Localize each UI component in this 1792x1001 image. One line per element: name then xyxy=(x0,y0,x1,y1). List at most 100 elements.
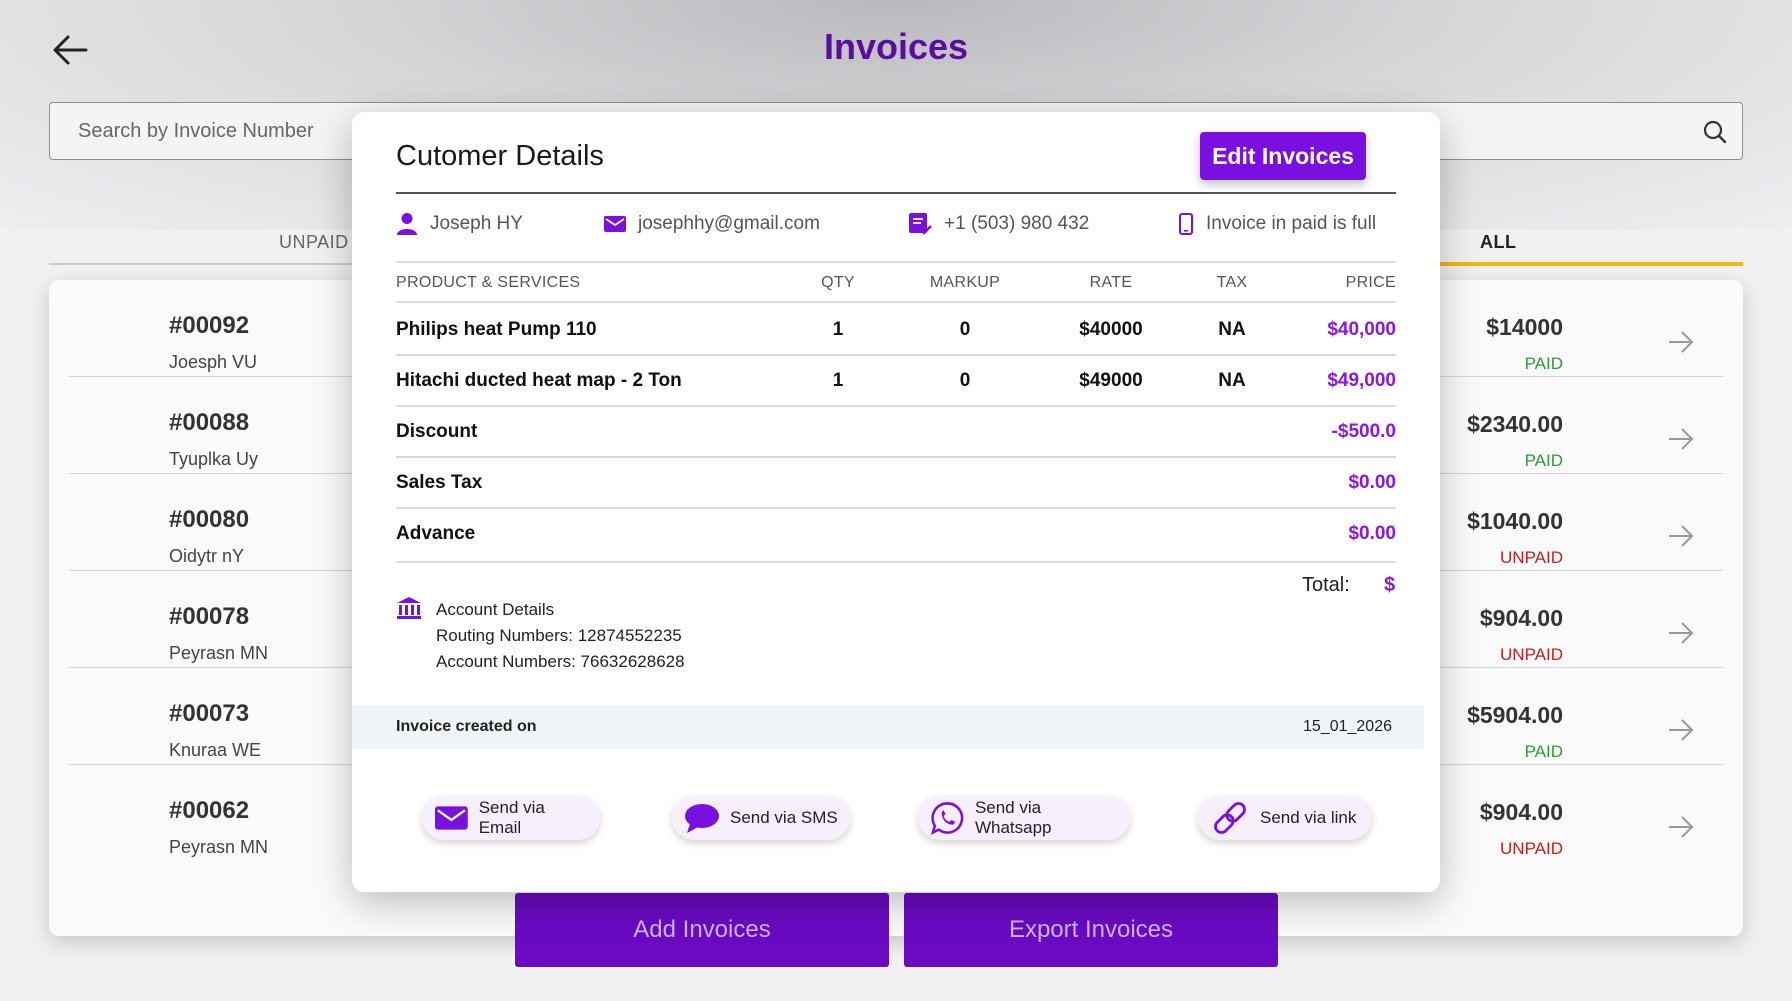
customer-email: josephhy@gmail.com xyxy=(604,209,820,239)
search-icon[interactable] xyxy=(1702,119,1728,145)
product-price: $40,000 xyxy=(1327,319,1396,340)
divider xyxy=(396,354,1396,356)
invoice-note: Invoice in paid is full xyxy=(1178,209,1376,239)
invoice-number: #00092 xyxy=(169,312,250,339)
invoice-amount: $14000 xyxy=(1486,314,1563,340)
summary-label-discount: Discount xyxy=(396,421,478,442)
header-tax: TAX xyxy=(1216,274,1248,291)
invoice-amount: $5904.00 xyxy=(1467,702,1563,728)
status-badge: PAID xyxy=(1524,451,1563,470)
created-date: 15_01_2026 xyxy=(1303,718,1392,735)
divider xyxy=(396,261,1396,263)
send-sms-label: Send via SMS xyxy=(730,808,838,827)
invoice-customer: Knuraa WE xyxy=(169,740,262,760)
header-product: PRODUCT & SERVICES xyxy=(396,274,581,291)
bank-icon xyxy=(397,597,421,619)
invoice-customer: Joesph VU xyxy=(169,352,258,372)
invoice-number: #00078 xyxy=(169,603,250,630)
divider xyxy=(396,301,1396,303)
invoice-number: #00073 xyxy=(169,700,250,727)
link-icon xyxy=(1214,802,1246,834)
status-badge: PAID xyxy=(1524,354,1563,373)
header-qty: QTY xyxy=(821,274,855,291)
created-band xyxy=(352,705,1424,749)
chat-bubble-icon xyxy=(685,804,719,833)
modal-title: Cutomer Details xyxy=(396,140,604,172)
send-link-label: Send via link xyxy=(1260,808,1357,827)
send-email-button[interactable]: Send via Email xyxy=(422,796,600,840)
header-markup: MARKUP xyxy=(929,274,1001,291)
invoice-number: #00062 xyxy=(169,797,250,824)
product-rate: $49000 xyxy=(1079,370,1143,391)
header-rate: RATE xyxy=(1089,274,1133,291)
send-email-label: Send via Email xyxy=(478,798,545,837)
invoice-row[interactable]: #00062 Peyrasn MN $904.00 UNPAID xyxy=(69,765,1723,862)
invoice-customer: Tyuplka Uy xyxy=(169,449,259,469)
divider xyxy=(396,456,1396,458)
invoice-amount: $904.00 xyxy=(1479,605,1563,631)
mobile-phone-icon xyxy=(1179,213,1193,235)
product-name: Philips heat Pump 110 xyxy=(396,319,597,340)
tab-unpaid[interactable]: UNPAID xyxy=(279,232,349,252)
invoice-customer: Peyrasn MN xyxy=(169,837,269,857)
add-invoices-button[interactable]: Add Invoices xyxy=(515,893,889,967)
invoice-number: #00088 xyxy=(169,409,250,436)
status-badge: UNPAID xyxy=(1500,645,1563,664)
customer-phone-text: +1 (503) 980 432 xyxy=(944,213,1090,234)
product-markup: 0 xyxy=(959,319,971,340)
divider xyxy=(396,192,1396,194)
invoice-note-text: Invoice in paid is full xyxy=(1206,213,1377,234)
product-qty: 1 xyxy=(832,319,844,340)
envelope-icon xyxy=(604,216,626,232)
summary-value-advance: $0.00 xyxy=(1348,523,1396,544)
header-price: PRICE xyxy=(1345,274,1396,291)
arrow-right-icon[interactable] xyxy=(1667,330,1695,354)
tab-all[interactable]: ALL xyxy=(1480,232,1517,252)
page-title: Invoices xyxy=(823,26,969,67)
arrow-right-icon[interactable] xyxy=(1667,621,1695,645)
send-sms-button[interactable]: Send via SMS xyxy=(672,796,850,840)
product-rate: $40000 xyxy=(1079,319,1143,340)
invoice-customer: Oidytr nY xyxy=(169,546,245,566)
arrow-left-icon[interactable] xyxy=(50,32,90,68)
total-label: Total: xyxy=(1302,574,1350,596)
product-tax: NA xyxy=(1218,370,1246,391)
invoice-amount: $904.00 xyxy=(1479,799,1563,825)
product-price: $49,000 xyxy=(1327,370,1396,391)
whatsapp-icon xyxy=(930,802,964,835)
customer-details-modal: Cutomer Details Edit Invoices Joseph HY … xyxy=(352,112,1440,892)
arrow-right-icon[interactable] xyxy=(1667,815,1695,839)
customer-phone: +1 (503) 980 432 xyxy=(908,209,1089,239)
arrow-right-icon[interactable] xyxy=(1667,427,1695,451)
account-title: Account Details xyxy=(436,600,555,619)
product-markup: 0 xyxy=(959,370,971,391)
status-badge: UNPAID xyxy=(1500,548,1563,567)
envelope-icon xyxy=(434,806,468,830)
customer-email-text: josephhy@gmail.com xyxy=(638,213,820,234)
status-badge: PAID xyxy=(1524,742,1563,761)
created-label: Invoice created on xyxy=(396,718,537,735)
person-icon xyxy=(397,213,417,235)
edit-invoices-button[interactable]: Edit Invoices xyxy=(1200,132,1366,180)
send-link-button[interactable]: Send via link xyxy=(1198,796,1372,840)
arrow-right-icon[interactable] xyxy=(1667,524,1695,548)
send-whatsapp-button[interactable]: Send via Whatsapp xyxy=(918,796,1130,840)
status-badge: UNPAID xyxy=(1500,839,1563,858)
product-tax: NA xyxy=(1218,319,1246,340)
customer-name: Joseph HY xyxy=(396,209,523,239)
invoice-customer: Peyrasn MN xyxy=(169,643,269,663)
product-name: Hitachi ducted heat map - 2 Ton xyxy=(396,370,682,391)
summary-value-discount: -$500.0 xyxy=(1331,421,1396,442)
divider xyxy=(396,507,1396,509)
invoice-number: #00080 xyxy=(169,506,250,533)
invoice-amount: $1040.00 xyxy=(1467,508,1563,534)
account-number: Account Numbers: 76632628628 xyxy=(436,652,685,671)
arrow-right-icon[interactable] xyxy=(1667,718,1695,742)
invoice-amount: $2340.00 xyxy=(1467,411,1563,437)
summary-label-sales-tax: Sales Tax xyxy=(396,472,483,493)
send-whatsapp-label: Send via Whatsapp xyxy=(974,798,1052,837)
phone-receipt-icon xyxy=(909,213,932,235)
export-invoices-button[interactable]: Export Invoices xyxy=(904,893,1278,967)
divider xyxy=(396,561,1396,563)
routing-number: Routing Numbers: 12874552235 xyxy=(436,626,682,645)
